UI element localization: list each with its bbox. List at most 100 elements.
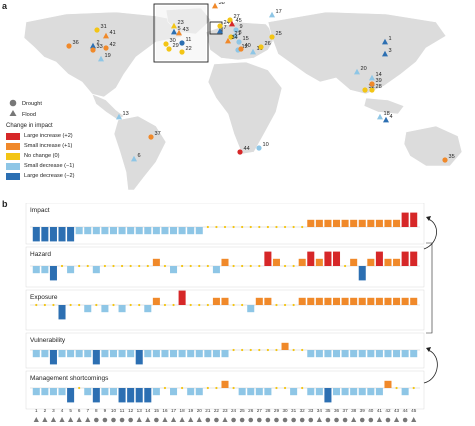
bar <box>401 212 409 227</box>
bar-zero-dot <box>301 225 304 229</box>
map-site-label: 23 <box>178 20 184 26</box>
x-tick-label: 14 <box>145 408 151 413</box>
map-site-marker <box>90 42 96 49</box>
map-site-label: 24 <box>224 20 230 26</box>
x-tick-label: 32 <box>300 408 306 413</box>
map-site-label: 35 <box>449 154 455 160</box>
bar-zero-dot <box>275 348 278 352</box>
bar <box>152 297 160 305</box>
x-tick-label: 5 <box>69 408 72 413</box>
legend-title: Change in impact <box>6 123 53 129</box>
x-tick-label: 37 <box>343 408 349 413</box>
bar-zero-dot <box>129 264 132 268</box>
bar-zero-dot <box>412 386 415 390</box>
x-tick-label: 24 <box>231 408 237 413</box>
map-site-label: 43 <box>183 27 189 33</box>
event-type-drought-icon <box>257 417 262 423</box>
event-type-flood-icon <box>411 417 417 422</box>
bar <box>255 388 263 396</box>
arrow-head <box>426 347 431 352</box>
map-site-label: 28 <box>376 84 382 90</box>
bar <box>195 388 203 396</box>
legend-item-label: Small decrease (−1) <box>24 163 75 169</box>
arrow-head <box>426 216 431 221</box>
bar <box>307 350 315 358</box>
bar <box>358 388 366 396</box>
x-tick-label: 44 <box>403 408 409 413</box>
event-type-flood-icon <box>170 417 177 422</box>
x-tick-label: 45 <box>411 408 417 413</box>
x-tick-label: 17 <box>171 408 177 413</box>
bar-zero-dot <box>78 264 81 268</box>
legend-item: Large increase (+2) <box>6 132 106 141</box>
row-title: Management shortcomings <box>30 375 109 382</box>
event-type-drought-icon <box>402 417 408 423</box>
map-site-label: 19 <box>105 53 111 59</box>
map-site-marker <box>94 27 100 33</box>
bar <box>109 350 118 358</box>
bar <box>393 258 401 266</box>
bar-zero-dot <box>283 264 287 268</box>
map-site-marker <box>116 113 122 120</box>
event-type-drought-icon <box>282 417 288 423</box>
bar-zero-dot <box>198 264 201 268</box>
bar <box>350 219 358 227</box>
legend-swatch <box>6 163 20 170</box>
bar <box>401 388 409 396</box>
event-type-drought-icon <box>102 417 108 423</box>
bar <box>41 227 49 242</box>
map-site-marker <box>382 50 388 57</box>
bar <box>341 219 349 227</box>
legend-item: Large decrease (−2) <box>6 172 106 181</box>
bar-zero-dot <box>258 264 261 268</box>
map-site-label: 15 <box>243 36 249 42</box>
x-tick-label: 18 <box>180 408 186 413</box>
panel-a-letter: a <box>2 1 8 11</box>
bar <box>247 388 255 396</box>
bar-zero-dot <box>120 264 124 268</box>
map-site-marker <box>382 38 388 45</box>
bar <box>332 219 341 227</box>
map-site-marker <box>233 27 239 33</box>
bar <box>401 297 409 305</box>
arrow-management-vulnerability <box>423 349 438 384</box>
bar <box>187 227 195 235</box>
bar <box>58 305 66 320</box>
bar <box>49 266 57 281</box>
map-site-label: 7 <box>224 25 227 31</box>
bar <box>32 266 40 274</box>
bar-zero-dot <box>292 225 295 229</box>
map-site-label: 4 <box>390 114 393 120</box>
bar <box>332 297 341 305</box>
bar-zero-dot <box>181 386 184 390</box>
bar-zero-dot <box>60 264 64 268</box>
map-site-markers: 1234567891011121314151617181920212223242… <box>66 2 455 163</box>
bar <box>32 350 40 358</box>
map-site-label: 39 <box>376 78 382 84</box>
x-tick-label: 33 <box>308 408 314 413</box>
bar <box>49 227 57 242</box>
legend-swatch <box>6 173 20 180</box>
bar <box>221 258 229 266</box>
bar <box>367 350 375 358</box>
bar <box>212 350 220 358</box>
x-tick-label: 31 <box>291 408 297 413</box>
map-site-marker <box>258 44 264 50</box>
map-site-marker <box>171 22 177 29</box>
x-tick-label: 2 <box>44 408 47 413</box>
bar <box>375 251 383 266</box>
event-type-drought-icon <box>205 417 211 423</box>
bar <box>298 297 306 305</box>
x-tick-label: 10 <box>111 408 117 413</box>
bar <box>367 297 375 305</box>
bar <box>84 305 92 313</box>
bar <box>341 388 349 396</box>
x-tick-label: 39 <box>360 408 366 413</box>
bar <box>410 212 418 227</box>
bar <box>410 350 418 358</box>
bar <box>315 297 323 305</box>
event-type-drought-icon <box>94 417 99 423</box>
map-site-marker <box>442 157 448 163</box>
event-type-flood-icon <box>316 417 322 422</box>
panel-b-letter: b <box>2 199 8 209</box>
